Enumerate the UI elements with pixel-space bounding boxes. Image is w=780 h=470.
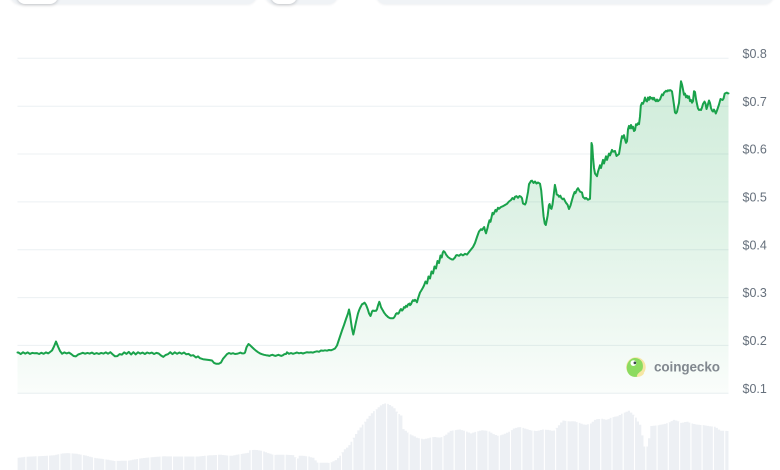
svg-text:$0.4: $0.4 (743, 238, 767, 252)
svg-text:$0.8: $0.8 (743, 47, 767, 61)
svg-text:$0.2: $0.2 (743, 334, 767, 348)
svg-text:$0.5: $0.5 (743, 191, 767, 205)
svg-text:$0.1: $0.1 (743, 382, 767, 396)
svg-text:coingecko: coingecko (654, 359, 720, 374)
svg-text:$0.7: $0.7 (743, 95, 767, 109)
svg-text:$0.3: $0.3 (743, 286, 767, 300)
svg-text:$0.6: $0.6 (743, 143, 767, 157)
